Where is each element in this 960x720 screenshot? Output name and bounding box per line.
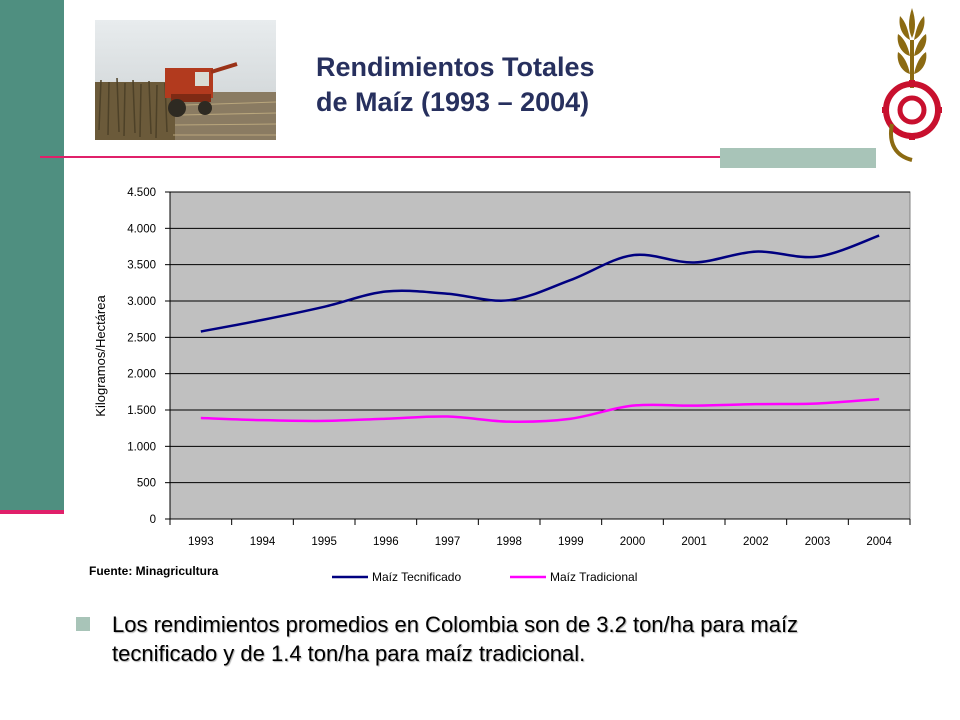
plot-area xyxy=(169,191,911,520)
harvester-photo xyxy=(95,20,276,140)
series-line-1 xyxy=(200,397,880,423)
x-tick-label: 1995 xyxy=(311,536,337,548)
x-tick-label: 2000 xyxy=(620,536,646,548)
x-tick-label: 2004 xyxy=(866,536,892,548)
summary-bullet: Los rendimientos promedios en Colombia s… xyxy=(76,610,896,668)
x-tick-label: 2001 xyxy=(681,536,707,548)
y-tick-label: 2.500 xyxy=(127,332,156,344)
x-tick-label: 1994 xyxy=(250,536,276,548)
y-tick-label: 2.000 xyxy=(127,369,156,381)
left-accent-stripe xyxy=(0,510,64,514)
title-divider-block xyxy=(720,148,876,168)
x-tick-label: 1996 xyxy=(373,536,399,548)
x-tick-label: 2002 xyxy=(743,536,769,548)
x-tick-label: 1999 xyxy=(558,536,584,548)
title-line-2: de Maíz (1993 – 2004) xyxy=(316,87,590,117)
y-axis-ticks: 0 500 1.000 1.500 2.000 2.500 3.000 3.500 4.000 4… xyxy=(127,187,171,526)
legend-label-0: Maíz Tecnificado xyxy=(372,570,461,584)
bullet-square-icon xyxy=(76,617,90,631)
slide-title: Rendimientos Totales de Maíz (1993 – 200… xyxy=(316,50,595,120)
title-divider-line xyxy=(40,156,876,158)
series-line-0 xyxy=(200,234,880,333)
summary-text: Los rendimientos promedios en Colombia s… xyxy=(112,612,799,666)
x-tick-label: 2003 xyxy=(805,536,831,548)
y-tick-label: 1.500 xyxy=(127,405,156,417)
y-tick-label: 4.500 xyxy=(127,187,156,199)
series-lines xyxy=(200,234,880,423)
yield-line-chart: 0 500 1.000 1.500 2.000 2.500 3.000 3.500 4.000 4… xyxy=(74,176,924,596)
y-tick-label: 3.500 xyxy=(127,260,156,272)
source-note: Fuente: Minagricultura xyxy=(89,564,219,578)
x-tick-label: 1993 xyxy=(188,536,214,548)
title-line-1: Rendimientos Totales xyxy=(316,52,595,82)
y-axis-label: Kilogramos/Hectárea xyxy=(93,295,108,417)
left-accent-bar xyxy=(0,0,64,510)
legend-label-1: Maíz Tradicional xyxy=(550,570,637,584)
x-axis-ticks: 1993 1994 1995 1996 1997 1998 1999 2000 2001 2002… xyxy=(169,518,911,548)
y-tick-label: 500 xyxy=(137,478,156,490)
chart-legend: Maíz Tecnificado Maíz Tradicional xyxy=(332,570,637,584)
x-tick-label: 1997 xyxy=(435,536,461,548)
wheat-gear-logo xyxy=(872,4,944,164)
grid-lines xyxy=(170,191,910,484)
y-tick-label: 3.000 xyxy=(127,296,156,308)
y-tick-label: 1.000 xyxy=(127,441,156,453)
y-tick-label: 0 xyxy=(150,514,156,526)
y-tick-label: 4.000 xyxy=(127,223,156,235)
x-tick-label: 1998 xyxy=(496,536,522,548)
